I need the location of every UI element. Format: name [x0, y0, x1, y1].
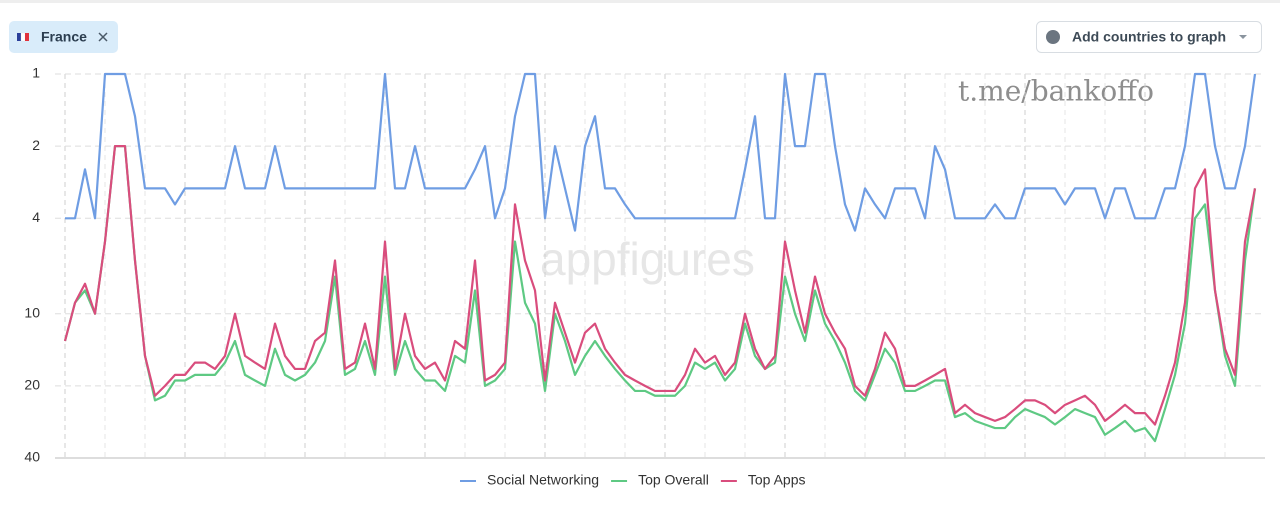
legend-item: Top Apps: [720, 472, 806, 488]
y-tick-label: 10: [24, 304, 40, 320]
series-line: [65, 72, 1257, 232]
flag-red: [25, 33, 29, 41]
y-tick-label: 40: [24, 449, 40, 465]
y-tick-label: 1: [32, 65, 40, 81]
y-tick-label: 20: [24, 377, 40, 393]
legend-label: Social Networking: [487, 472, 599, 488]
legend-item: Social Networking: [460, 472, 599, 488]
caret: [1239, 35, 1247, 39]
legend-label: Top Apps: [748, 472, 806, 488]
y-tick-label: 2: [32, 137, 40, 153]
country-name: France: [41, 29, 87, 45]
globe-icon: [1046, 30, 1060, 44]
watermark: t.me/bankoffo: [958, 75, 1154, 108]
chip-close[interactable]: [98, 32, 108, 42]
flag-blue: [17, 33, 21, 41]
chip-bg: [9, 21, 118, 53]
button-bg: [1036, 21, 1262, 53]
add-countries-button[interactable]: Add countries to graph: [1036, 21, 1262, 53]
top-bar: [0, 0, 1280, 3]
button-label: Add countries to graph: [1072, 29, 1226, 45]
y-tick-label: 4: [32, 209, 40, 225]
watermark: appfigures: [540, 233, 755, 285]
flag-white: [20, 32, 26, 42]
country-chip[interactable]: France: [9, 21, 118, 53]
series-line: [63, 145, 1257, 443]
legend-item: Top Overall: [611, 472, 709, 488]
series-line: [63, 145, 1257, 426]
legend-label: Top Overall: [638, 472, 709, 488]
